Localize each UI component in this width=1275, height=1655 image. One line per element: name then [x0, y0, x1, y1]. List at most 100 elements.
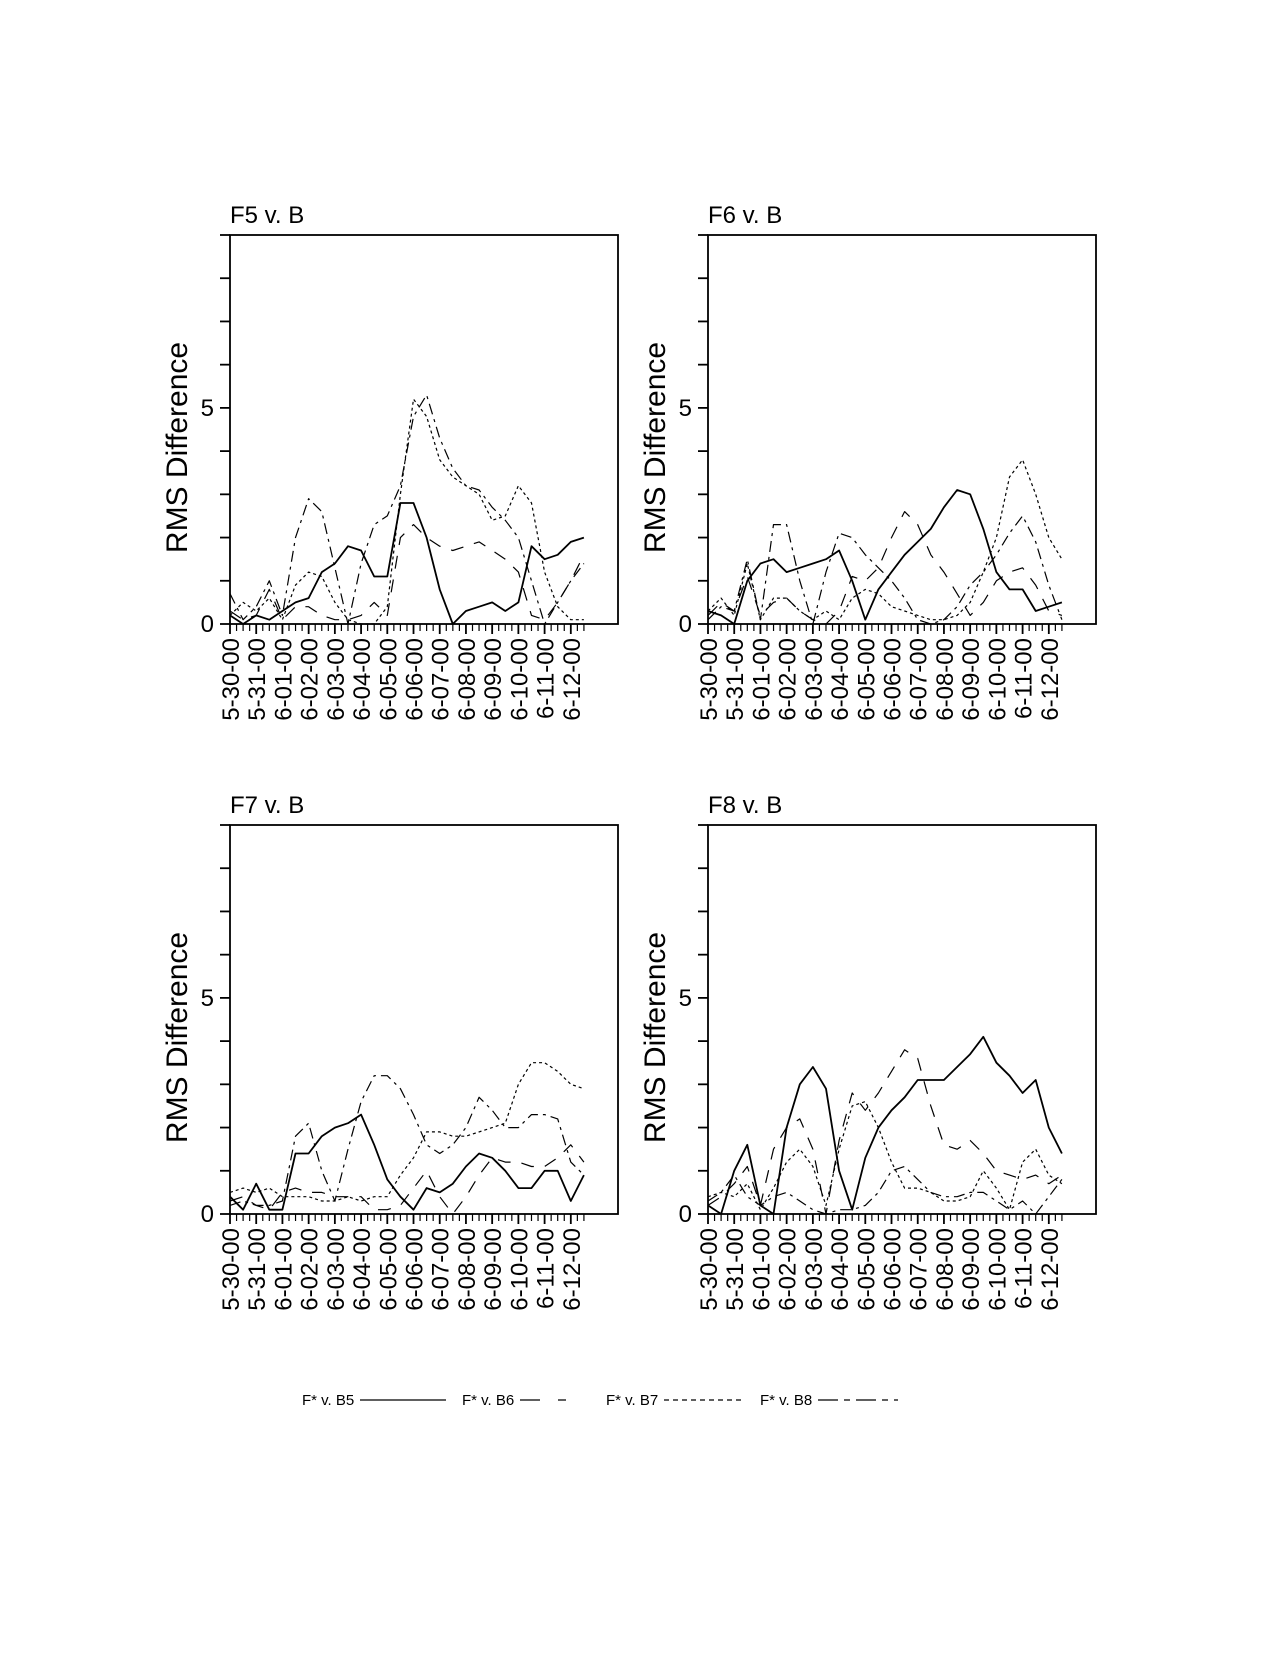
legend-label: F* v. B8: [760, 1392, 812, 1409]
series-line-f-v-b5: [229, 1113, 585, 1211]
y-tick-label: 5: [201, 395, 214, 422]
legend-item: F* v. B5: [302, 1392, 446, 1409]
series-line-f-v-b8: [707, 1165, 1063, 1215]
x-tick-label: 6-09-00: [958, 638, 985, 721]
x-tick-label: 6-02-00: [297, 1228, 324, 1311]
x-tick-label: 6-05-00: [853, 638, 880, 721]
y-tick-label: 5: [201, 985, 214, 1012]
panel-title: F7 v. B: [230, 792, 304, 819]
series-line-f-v-b8: [229, 1075, 585, 1207]
x-tick-label: 6-04-00: [349, 638, 376, 721]
x-tick-label: 6-11-00: [1011, 1228, 1038, 1309]
x-tick-label: 6-04-00: [827, 1228, 854, 1311]
y-axis-label: RMS Difference: [161, 342, 194, 553]
x-tick-label: 5-31-00: [722, 638, 749, 721]
x-tick-label: 5-30-00: [696, 638, 723, 721]
x-tick-label: 6-11-00: [533, 1228, 560, 1309]
series-line-f-v-b5: [707, 1035, 1063, 1215]
x-tick-label: 6-06-00: [880, 638, 907, 721]
y-axis-label: RMS Difference: [639, 932, 672, 1143]
legend-label: F* v. B6: [462, 1392, 514, 1409]
x-tick-label: 6-02-00: [775, 638, 802, 721]
x-tick-label: 6-12-00: [1037, 1228, 1064, 1311]
series-line-f-v-b6: [707, 511, 1063, 625]
x-tick-label: 6-02-00: [297, 638, 324, 721]
plot-frame: [707, 824, 1097, 1215]
x-tick-label: 6-02-00: [775, 1228, 802, 1311]
x-tick-label: 6-09-00: [480, 638, 507, 721]
series-line-f-v-b5: [707, 489, 1063, 625]
x-tick-label: 6-11-00: [1011, 638, 1038, 719]
x-tick-label: 6-01-00: [748, 638, 775, 721]
legend-label: F* v. B7: [606, 1392, 658, 1409]
x-tick-label: 6-06-00: [402, 638, 429, 721]
x-tick-label: 5-31-00: [244, 1228, 271, 1311]
x-tick-label: 6-08-00: [454, 638, 481, 721]
x-tick-label: 6-09-00: [480, 1228, 507, 1311]
plot-frame: [229, 824, 619, 1215]
plot-frame: [707, 234, 1097, 625]
x-tick-label: 6-06-00: [880, 1228, 907, 1311]
x-tick-label: 5-30-00: [218, 638, 245, 721]
x-tick-label: 6-11-00: [533, 638, 560, 719]
x-tick-label: 6-07-00: [428, 1228, 455, 1311]
x-tick-label: 6-07-00: [428, 638, 455, 721]
y-tick-label: 5: [679, 395, 692, 422]
x-tick-label: 6-03-00: [801, 638, 828, 721]
plot-frame: [229, 234, 619, 625]
x-tick-label: 6-08-00: [932, 638, 959, 721]
y-tick-label: 5: [679, 985, 692, 1012]
x-tick-label: 5-30-00: [218, 1228, 245, 1311]
series-line-f-v-b5: [229, 502, 585, 625]
x-tick-label: 6-03-00: [801, 1228, 828, 1311]
series-line-f-v-b7: [707, 459, 1063, 621]
legend-item: F* v. B6: [462, 1392, 590, 1409]
y-axis-label: RMS Difference: [161, 932, 194, 1143]
x-tick-label: 6-01-00: [270, 1228, 297, 1311]
series-line-f-v-b6: [707, 1049, 1063, 1215]
x-tick-label: 6-09-00: [958, 1228, 985, 1311]
y-axis-label: RMS Difference: [639, 342, 672, 553]
legend-item: F* v. B8: [760, 1392, 898, 1409]
x-tick-label: 6-04-00: [827, 638, 854, 721]
y-tick-label: 0: [679, 611, 692, 638]
legend: F* v. B5 F* v. B6 F* v. B7 F* v. B8: [302, 1392, 898, 1409]
x-tick-label: 5-30-00: [696, 1228, 723, 1311]
series-line-f-v-b8: [229, 394, 585, 625]
series-line-f-v-b8: [707, 515, 1063, 625]
series-line-f-v-b7: [229, 398, 584, 625]
x-tick-label: 6-08-00: [932, 1228, 959, 1311]
x-tick-label: 6-10-00: [984, 1228, 1011, 1311]
x-tick-label: 6-05-00: [853, 1228, 880, 1311]
series-line-f-v-b7: [229, 1062, 585, 1202]
y-tick-label: 0: [201, 611, 214, 638]
x-tick-label: 6-08-00: [454, 1228, 481, 1311]
x-tick-label: 5-31-00: [244, 638, 271, 721]
x-tick-label: 6-05-00: [375, 638, 402, 721]
panel-title: F6 v. B: [708, 202, 782, 229]
x-tick-label: 6-01-00: [748, 1228, 775, 1311]
panel-title: F8 v. B: [708, 792, 782, 819]
x-tick-label: 6-12-00: [559, 1228, 586, 1311]
x-tick-label: 6-07-00: [906, 1228, 933, 1311]
x-tick-label: 6-03-00: [323, 1228, 350, 1311]
y-tick-label: 0: [201, 1201, 214, 1228]
x-tick-label: 6-05-00: [375, 1228, 402, 1311]
x-tick-label: 6-12-00: [1037, 638, 1064, 721]
panel-title: F5 v. B: [230, 202, 304, 229]
x-tick-label: 6-01-00: [270, 638, 297, 721]
x-tick-label: 6-10-00: [506, 638, 533, 721]
series-line-f-v-b6: [229, 1144, 585, 1215]
x-tick-label: 6-04-00: [349, 1228, 376, 1311]
series-line-f-v-b6: [229, 523, 585, 621]
x-tick-label: 6-10-00: [506, 1228, 533, 1311]
x-tick-label: 6-12-00: [559, 638, 586, 721]
legend-label: F* v. B5: [302, 1392, 354, 1409]
y-tick-label: 0: [679, 1201, 692, 1228]
x-tick-label: 6-10-00: [984, 638, 1011, 721]
